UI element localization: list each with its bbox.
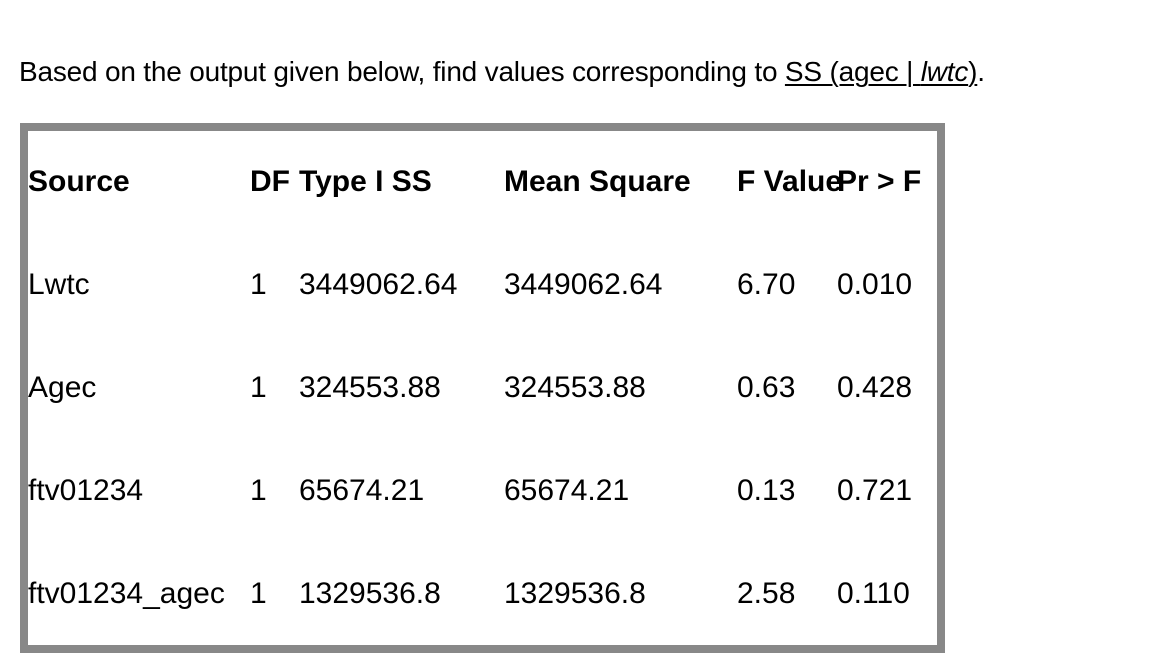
question-term-underlined: SS (agec | lwtc): [784, 56, 978, 87]
question-prefix: Based on the output given below, find va…: [19, 56, 785, 87]
header-pr-f: Pr > F: [837, 165, 922, 199]
anova-table: Source DF Type I SS Mean Square F Value …: [28, 131, 937, 645]
cell-f-value: 2.58: [737, 576, 796, 610]
cell-source: ftv01234_agec: [28, 576, 225, 610]
header-mean-square: Mean Square: [504, 165, 691, 199]
anova-output-box: Source DF Type I SS Mean Square F Value …: [20, 123, 945, 653]
table-row-ftv01234-agec: ftv01234_agec 1 1329536.8 1329536.8 2.58…: [28, 542, 937, 645]
header-df: DF: [250, 165, 290, 199]
question-term-italic: lwtc: [920, 56, 969, 87]
header-f-value: F Value: [737, 165, 843, 199]
cell-type-i-ss: 324553.88: [299, 370, 441, 404]
cell-mean-square: 65674.21: [504, 473, 630, 507]
cell-mean-square: 324553.88: [504, 370, 646, 404]
cell-df: 1: [250, 576, 267, 610]
cell-pr-f: 0.428: [837, 370, 913, 404]
question-term-part1: SS (agec |: [784, 56, 921, 87]
cell-pr-f: 0.110: [837, 576, 910, 610]
cell-pr-f: 0.010: [837, 268, 913, 302]
cell-pr-f: 0.721: [837, 473, 913, 507]
table-row-agec: Agec 1 324553.88 324553.88 0.63 0.428: [28, 337, 937, 440]
cell-df: 1: [250, 370, 267, 404]
header-type-i-ss: Type I SS: [299, 165, 432, 199]
table-row-ftv01234: ftv01234 1 65674.21 65674.21 0.13 0.721: [28, 439, 937, 542]
cell-mean-square: 3449062.64: [504, 268, 663, 302]
header-source: Source: [28, 165, 130, 199]
question-term-part2: ): [968, 56, 978, 87]
cell-f-value: 6.70: [737, 268, 796, 302]
table-row-lwtc: Lwtc 1 3449062.64 3449062.64 6.70 0.010: [28, 234, 937, 337]
cell-source: ftv01234: [28, 473, 144, 507]
question-text: Based on the output given below, find va…: [19, 56, 985, 88]
cell-f-value: 0.13: [737, 473, 796, 507]
cell-f-value: 0.63: [737, 370, 796, 404]
question-suffix: .: [977, 56, 985, 87]
cell-df: 1: [250, 268, 267, 302]
cell-df: 1: [250, 473, 267, 507]
cell-type-i-ss: 65674.21: [299, 473, 425, 507]
cell-type-i-ss: 1329536.8: [299, 576, 441, 610]
cell-mean-square: 1329536.8: [504, 576, 646, 610]
cell-source: Lwtc: [28, 268, 90, 302]
cell-source: Agec: [28, 370, 97, 404]
table-header-row: Source DF Type I SS Mean Square F Value …: [28, 131, 937, 234]
cell-type-i-ss: 3449062.64: [299, 268, 458, 302]
